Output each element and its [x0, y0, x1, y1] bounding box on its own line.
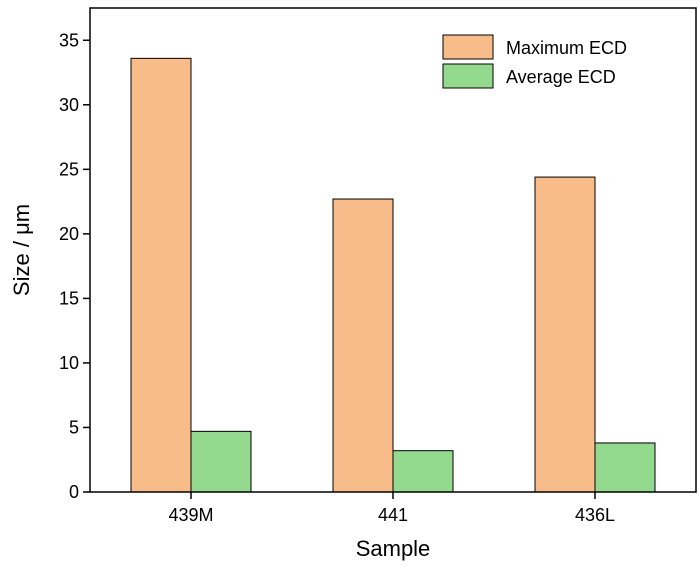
bar-average-ecd-441	[392, 450, 454, 493]
y-axis-title: Size / μm	[9, 204, 34, 296]
y-tick-label: 10	[59, 353, 79, 373]
bar-maximum-ecd-441	[332, 198, 394, 493]
y-tick-label: 30	[59, 95, 79, 115]
bar-average-ecd-436l	[594, 442, 656, 493]
legend-label-maximum-ecd: Maximum ECD	[506, 38, 627, 58]
bars-layer	[130, 57, 656, 493]
x-axis: 439M 441 436L	[168, 492, 615, 525]
x-axis-title: Sample	[356, 536, 431, 561]
bar-average-ecd-439m	[190, 430, 252, 493]
y-tick-label: 5	[69, 417, 79, 437]
bar-maximum-ecd-439m	[130, 57, 192, 493]
y-tick-label: 20	[59, 224, 79, 244]
y-axis: 0 5 10 15 20 25 30 35	[59, 30, 90, 502]
x-tick-label: 441	[378, 505, 408, 525]
legend-swatch-maximum-ecd	[442, 34, 494, 60]
y-tick-label: 0	[69, 482, 79, 502]
y-tick-label: 35	[59, 30, 79, 50]
legend-swatch-average-ecd	[442, 63, 494, 89]
y-tick-label: 25	[59, 159, 79, 179]
legend-label-average-ecd: Average ECD	[506, 67, 616, 87]
y-tick-label: 15	[59, 288, 79, 308]
x-tick-label: 436L	[575, 505, 615, 525]
legend: Maximum ECD Average ECD	[442, 34, 627, 89]
x-tick-label: 439M	[168, 505, 213, 525]
bar-maximum-ecd-436l	[534, 176, 596, 493]
